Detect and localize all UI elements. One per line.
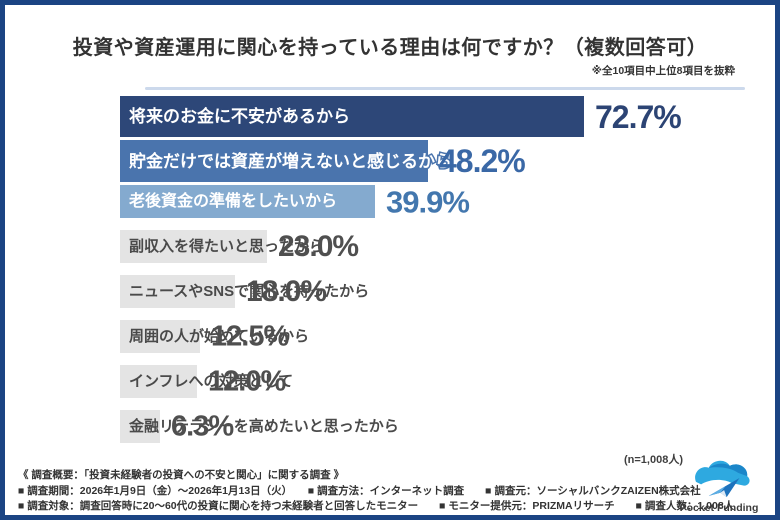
bar: 金融リテラシーを高めたいと思ったから xyxy=(120,410,399,443)
bar-label: 金融リテラシーを高めたいと思ったから xyxy=(129,418,399,435)
bar-chart: 将来のお金に不安があるから 72.7% 貯金だけでは資産が増えないと感じるから 48.… xyxy=(5,5,775,465)
bar-row: 副収入を得たいと思ったから 23.0% xyxy=(120,229,775,263)
bar-value: 6.3% xyxy=(171,410,234,442)
sample-size-note: (n=1,008人) xyxy=(624,454,683,466)
bar-value: 12.5% xyxy=(211,320,289,352)
bar-value: 72.7% xyxy=(595,98,682,135)
bar-label: 周囲の人が始めているから xyxy=(129,328,310,345)
bar-label: 老後資金の準備をしたいから xyxy=(127,192,338,211)
bar-label: ニュースやSNSで関心を持ったから xyxy=(129,283,370,300)
survey-summary-line1: 《 調査概要：「投資未経験者の投資への不安と関心」に関する調査 》 xyxy=(18,469,345,481)
bar-row: 老後資金の準備をしたいから 39.9% xyxy=(120,184,775,219)
bar-label: インフレへの対策として xyxy=(129,373,294,390)
bar-label: 将来のお金に不安があるから xyxy=(128,107,352,127)
survey-summary: 《 調査概要：「投資未経験者の投資への不安と関心」に関する調査 》 ■ 調査期間… xyxy=(18,468,735,515)
bar: ニュースやSNSで関心を持ったから xyxy=(120,275,369,308)
bar: 貯金だけでは資産が増えないと感じるから xyxy=(120,140,454,182)
bar: 老後資金の準備をしたいから xyxy=(120,185,375,218)
bar-row: 将来のお金に不安があるから 72.7% xyxy=(120,96,775,137)
bar-row: インフレへの対策として 12.0% xyxy=(120,365,775,398)
bar-row: ニュースやSNSで関心を持ったから 18.0% xyxy=(120,274,775,308)
survey-summary-line3: ■ 調査対象：調査回答時に20～60代の投資に関心を持つ未経験者と回答したモニタ… xyxy=(18,500,735,512)
bar-value: 18.0% xyxy=(246,274,327,308)
bar-row: 金融リテラシーを高めたいと思ったから 6.3% xyxy=(120,410,775,443)
divider-line xyxy=(145,87,745,90)
page-title: 投資や資産運用に関心を持っている理由は何ですか？（複数回答可） xyxy=(72,37,708,59)
bar-row: 周囲の人が始めているから 12.5% xyxy=(120,320,775,353)
bar-value: 48.2% xyxy=(439,143,526,179)
cloud-paper-plane-icon xyxy=(687,455,751,501)
bar-value: 23.0% xyxy=(278,229,359,263)
bar-label: 副収入を得たいと思ったから xyxy=(129,238,325,255)
bar-value: 39.9% xyxy=(386,184,470,219)
bar-row: 貯金だけでは資産が増えないと感じるから 48.2% xyxy=(120,140,775,182)
bar: 将来のお金に不安があるから xyxy=(120,96,584,137)
bar: 副収入を得たいと思ったから xyxy=(120,230,324,263)
bar-value: 12.0% xyxy=(208,365,286,397)
bar: 周囲の人が始めているから xyxy=(120,320,309,353)
survey-summary-line2: ■ 調査期間：2026年1月9日（金）～2026年1月13日（火） ■ 調査方法… xyxy=(18,484,701,497)
bar-label: 貯金だけでは資産が増えないと感じるから xyxy=(128,151,454,171)
excerpt-note: ※全10項目中上位8項目を抜粋 xyxy=(591,65,735,77)
pocket-funding-logo: Pocket Funding xyxy=(673,448,765,514)
logo-text: Pocket Funding xyxy=(679,502,759,514)
bar: インフレへの対策として xyxy=(120,365,293,398)
